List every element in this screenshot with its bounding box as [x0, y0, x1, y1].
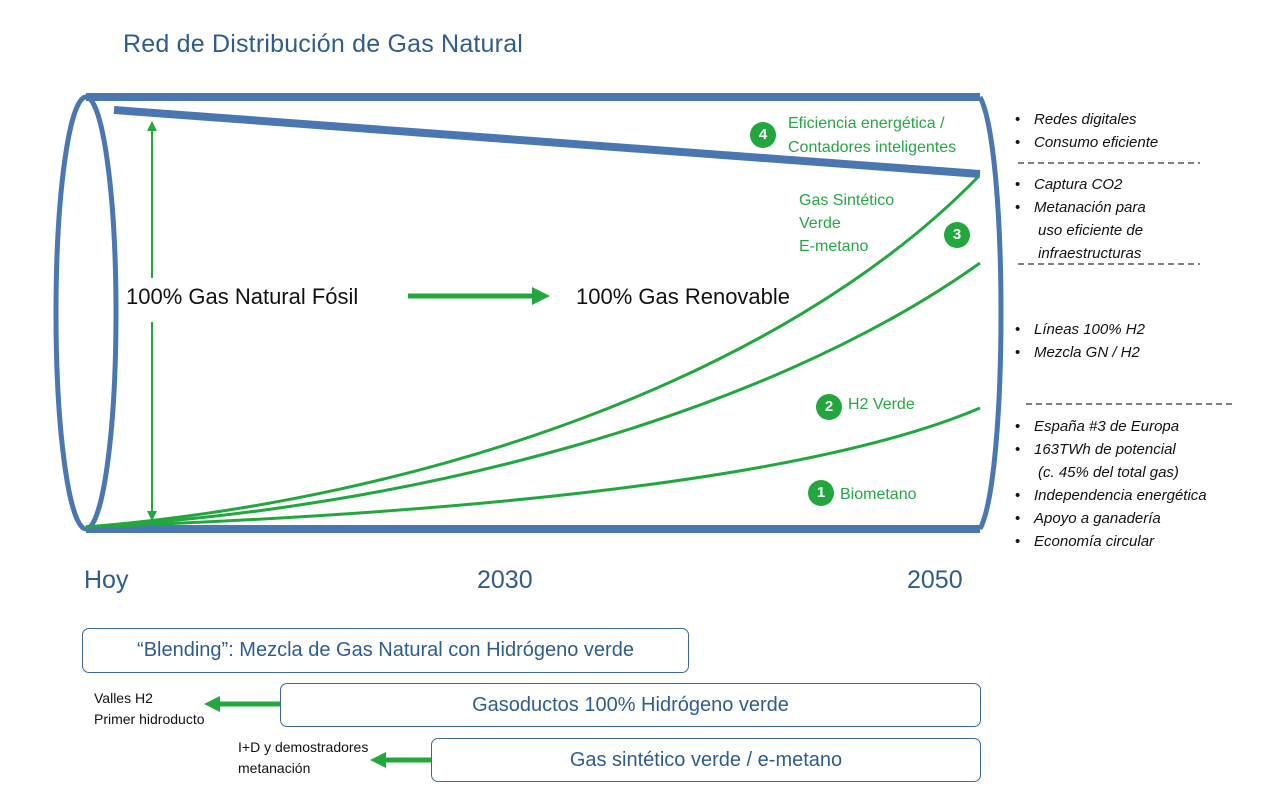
side-note: Mezcla GN / H2	[1012, 341, 1145, 364]
metanacion-note-line-1: I+D y demostradores	[238, 739, 369, 755]
side-note: Metanación para	[1012, 196, 1146, 219]
side-note: Economía circular	[1012, 530, 1207, 553]
stream-2-label: H2 Verde	[848, 396, 915, 413]
timeline-mid: 2030	[477, 566, 533, 594]
stream-4-line-1: Eficiencia energética /	[788, 115, 945, 132]
arrow-metanacion-note-head	[370, 752, 386, 768]
side-note: (c. 45% del total gas)	[1038, 464, 1179, 481]
stream-3-label: Gas Sintético Verde E-metano	[799, 189, 894, 258]
side-notes-group3: Captura CO2 Metanación para uso eficient…	[1012, 173, 1146, 265]
side-note: Independencia energética	[1012, 484, 1207, 507]
timeline-end: 2050	[907, 566, 963, 594]
timeline-start: Hoy	[84, 566, 129, 594]
stream-3-line-2: Verde	[799, 215, 841, 232]
side-notes-group2: Líneas 100% H2 Mezcla GN / H2	[1012, 318, 1145, 364]
badge-3: 3	[944, 222, 970, 248]
badge-4: 4	[750, 122, 776, 148]
side-notes-group1: España #3 de Europa 163TWh de potencial …	[1012, 415, 1207, 553]
efficiency-line	[113, 106, 981, 178]
side-note: Captura CO2	[1012, 173, 1146, 196]
hydrogen-pipelines-box: Gasoductos 100% Hidrógeno verde	[280, 683, 981, 727]
blending-box: “Blending”: Mezcla de Gas Natural con Hi…	[82, 628, 689, 673]
side-note: Apoyo a ganadería	[1012, 507, 1207, 530]
side-note: infraestructuras	[1038, 245, 1142, 262]
h2-note-line-1: Valles H2	[94, 690, 153, 706]
arrow-h2-note-head	[204, 696, 220, 712]
side-notes-group4: Redes digitales Consumo eficiente	[1012, 108, 1158, 154]
side-note: Redes digitales	[1012, 108, 1158, 131]
h2-note-line-2: Primer hidroducto	[94, 711, 205, 727]
curve-synthetic-gas	[85, 175, 980, 529]
stream-3-line-1: Gas Sintético	[799, 192, 895, 209]
stream-4-line-2: Contadores inteligentes	[788, 139, 957, 156]
side-note: Líneas 100% H2	[1012, 318, 1145, 341]
h2-valleys-note: Valles H2 Primer hidroducto	[94, 688, 205, 730]
side-note: España #3 de Europa	[1012, 415, 1207, 438]
fossil-gas-label: 100% Gas Natural Fósil	[126, 284, 359, 309]
synthetic-gas-box: Gas sintético verde / e-metano	[431, 738, 981, 782]
stream-3-line-3: E-metano	[799, 238, 869, 255]
stream-1-label: Biometano	[840, 486, 917, 503]
stream-4-label: Eficiencia energética / Contadores intel…	[788, 113, 956, 158]
metanacion-note: I+D y demostradores metanación	[238, 737, 368, 779]
badge-1: 1	[808, 480, 834, 506]
metanacion-note-line-2: metanación	[238, 760, 311, 776]
side-note: 163TWh de potencial	[1012, 438, 1207, 461]
pipe-right-end	[977, 95, 1004, 531]
side-note: Consumo eficiente	[1012, 131, 1158, 154]
curve-biomethane	[85, 406, 981, 529]
page-title: Red de Distribución de Gas Natural	[123, 30, 524, 58]
pipe-left-end	[53, 94, 119, 532]
curve-h2	[85, 261, 981, 529]
side-note: uso eficiente de	[1038, 222, 1144, 239]
badge-2: 2	[816, 394, 842, 420]
transition-arrow-head	[532, 287, 550, 305]
renewable-gas-label: 100% Gas Renovable	[576, 284, 791, 309]
